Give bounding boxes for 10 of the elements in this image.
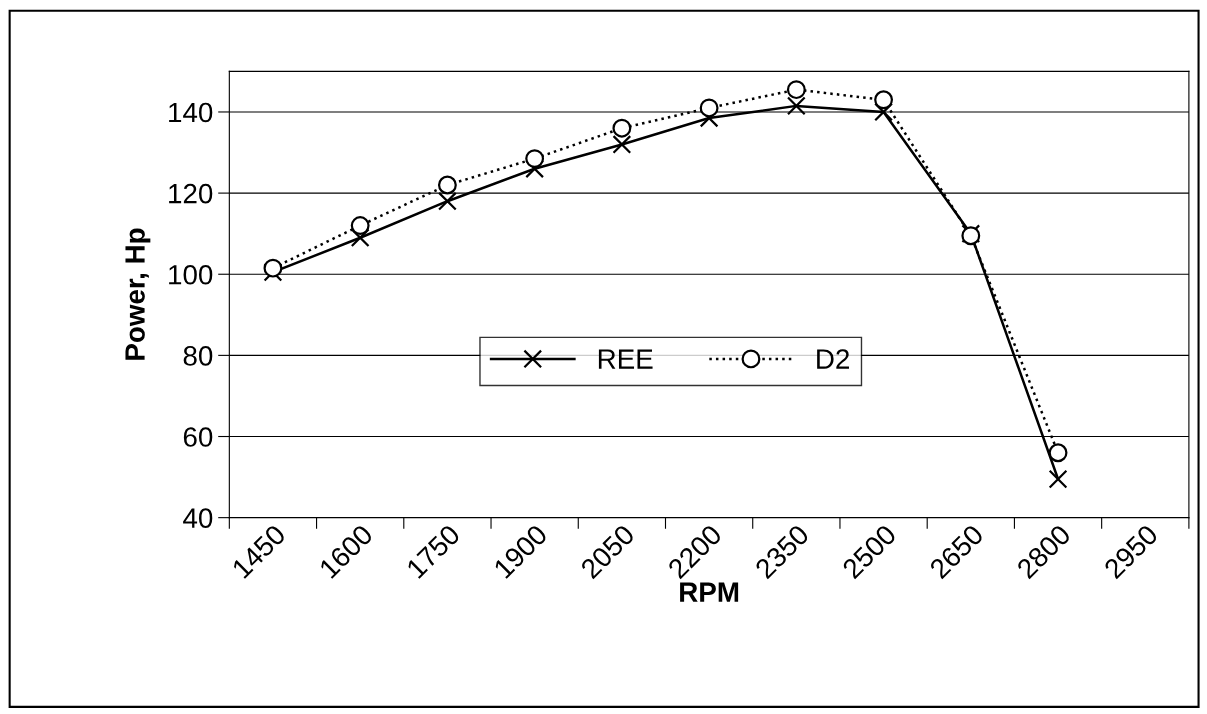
- y-tick-label: 120: [169, 183, 213, 204]
- y-tick-label: 80: [183, 346, 213, 366]
- y-tick-label: 140: [169, 102, 213, 123]
- y-axis-title: Power, Hp: [125, 228, 151, 360]
- legend-label: D2: [817, 349, 849, 369]
- y-tick-label: 100: [169, 264, 213, 285]
- x-axis-title: RPM: [680, 582, 739, 602]
- legend-label: REE: [598, 349, 653, 369]
- y-tick-label: 60: [183, 427, 213, 447]
- y-tick-label: 40: [183, 508, 213, 528]
